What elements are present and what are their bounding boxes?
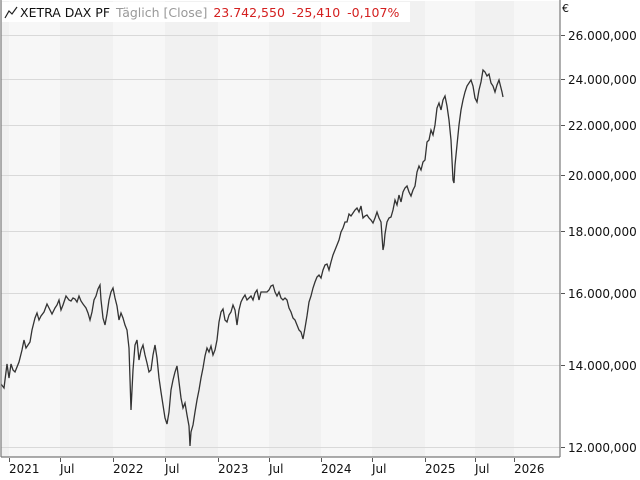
x-tick-label: 2022 — [113, 462, 144, 476]
x-tick-label: Jul — [269, 462, 284, 476]
period-label: Täglich [Close] — [116, 4, 208, 20]
y-axis-ticks — [561, 35, 565, 448]
y-tick-label: 18.000,000 — [568, 225, 637, 239]
chart-legend: XETRA DAX PF Täglich [Close] 23.742,550 … — [2, 2, 411, 22]
x-tick-label: 2025 — [425, 462, 456, 476]
y-tick-label: 14.000,000 — [568, 359, 637, 373]
x-tick-label: Jul — [372, 462, 387, 476]
y-tick-label: 12.000,000 — [568, 441, 637, 455]
gridlines — [1, 35, 560, 448]
x-tick-label: 2024 — [321, 462, 352, 476]
plot-border — [0, 0, 561, 458]
percent-change: -0,107% — [347, 4, 400, 20]
instrument-name: XETRA DAX PF — [20, 4, 111, 20]
currency-label: € — [562, 2, 569, 15]
line-chart-icon — [4, 6, 18, 19]
time-bands — [1, 1, 560, 457]
y-tick-label: 24.000,000 — [568, 73, 637, 87]
x-tick-label: 2021 — [9, 462, 40, 476]
x-tick-label: 2023 — [218, 462, 249, 476]
y-tick-label: 16.000,000 — [568, 287, 637, 301]
price-line — [0, 68, 504, 447]
y-tick-label: 20.000,000 — [568, 169, 637, 183]
y-tick-label: 26.000,000 — [568, 29, 637, 43]
last-price: 23.742,550 — [213, 4, 285, 20]
x-tick-label: Jul — [60, 462, 75, 476]
x-tick-label: 2026 — [514, 462, 545, 476]
x-tick-label: Jul — [475, 462, 490, 476]
x-tick-label: Jul — [165, 462, 180, 476]
absolute-change: -25,410 — [291, 4, 341, 20]
x-axis-ticks — [9, 458, 515, 462]
y-tick-label: 22.000,000 — [568, 119, 637, 133]
